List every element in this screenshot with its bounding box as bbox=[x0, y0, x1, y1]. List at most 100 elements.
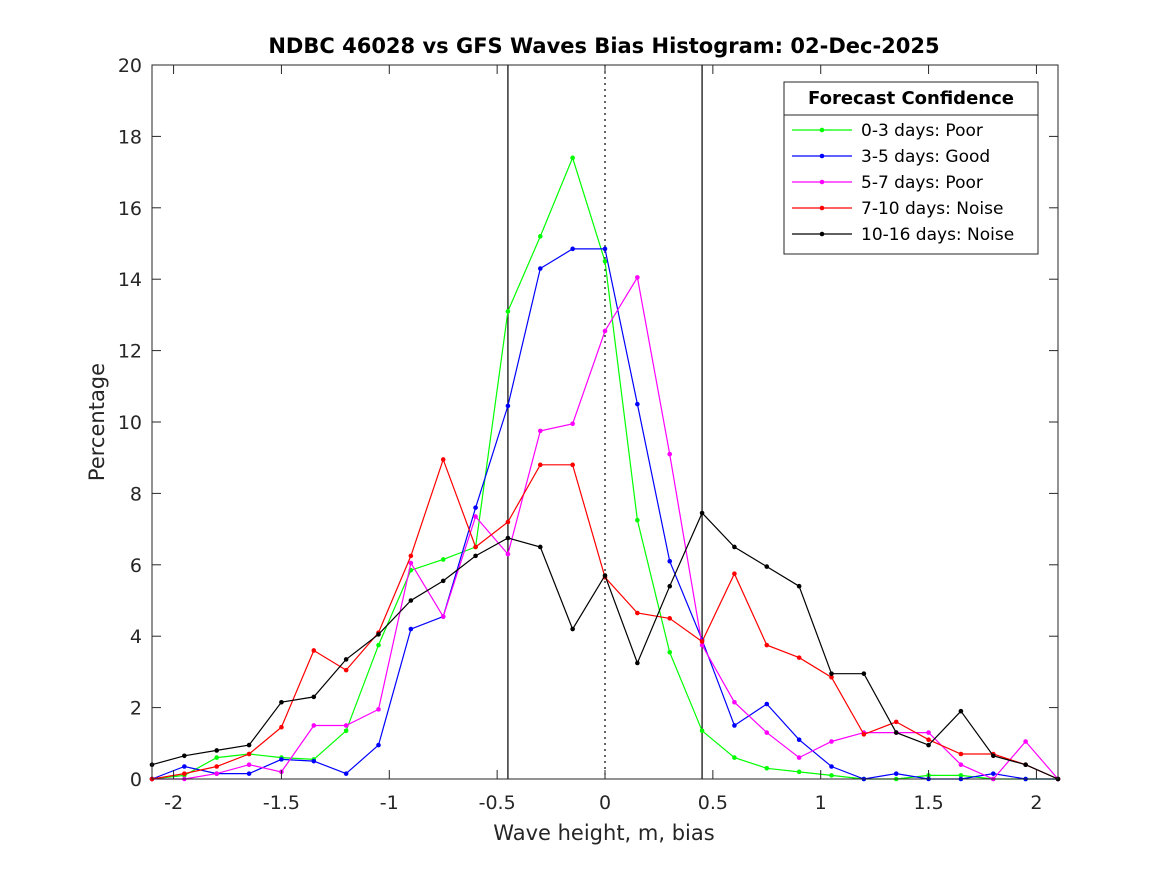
y-axis-label: Percentage bbox=[85, 363, 109, 481]
data-point bbox=[764, 765, 770, 771]
data-point bbox=[473, 505, 478, 510]
legend-marker bbox=[819, 127, 825, 133]
data-point bbox=[893, 719, 899, 725]
data-point bbox=[699, 642, 705, 648]
data-point bbox=[829, 764, 834, 769]
data-point bbox=[440, 614, 446, 619]
data-point bbox=[408, 598, 414, 603]
data-point bbox=[926, 737, 931, 743]
y-tick-label: 10 bbox=[118, 412, 142, 434]
x-axis-label: Wave height, m, bias bbox=[493, 821, 714, 845]
legend-marker bbox=[819, 231, 825, 237]
legend-marker bbox=[819, 179, 825, 185]
legend-entry-label: 0-3 days: Poor bbox=[861, 121, 983, 141]
data-point bbox=[667, 451, 673, 457]
data-point bbox=[796, 583, 802, 589]
data-point bbox=[829, 671, 834, 676]
x-tick-label: 0 bbox=[599, 792, 611, 814]
data-point bbox=[635, 517, 640, 523]
data-point bbox=[408, 560, 414, 566]
data-point bbox=[893, 771, 899, 776]
x-tick-label: -1 bbox=[380, 792, 399, 814]
y-tick-label: 18 bbox=[118, 126, 142, 148]
data-point bbox=[796, 737, 802, 743]
data-point bbox=[537, 428, 543, 434]
data-point bbox=[829, 773, 834, 778]
data-point bbox=[214, 755, 220, 760]
data-point bbox=[343, 667, 349, 673]
data-point bbox=[182, 771, 187, 776]
data-point bbox=[505, 519, 511, 525]
legend-marker bbox=[819, 205, 825, 211]
data-point bbox=[829, 739, 834, 744]
data-point bbox=[926, 730, 931, 735]
data-point bbox=[440, 578, 446, 584]
data-point bbox=[699, 728, 705, 734]
data-point bbox=[440, 557, 446, 562]
data-point bbox=[505, 551, 511, 557]
data-point bbox=[279, 757, 284, 762]
data-point bbox=[311, 648, 317, 653]
data-point bbox=[343, 771, 349, 776]
data-point bbox=[861, 671, 867, 676]
legend-entry-label: 10-16 days: Noise bbox=[861, 225, 1014, 245]
data-point bbox=[570, 421, 575, 427]
reference-lines bbox=[507, 65, 703, 779]
data-point bbox=[311, 723, 317, 728]
legend: Forecast Confidence 0-3 days: Poor 3-5 da… bbox=[783, 81, 1039, 255]
data-point bbox=[990, 753, 996, 759]
data-point bbox=[182, 764, 187, 769]
legend-entry-label: 7-10 days: Noise bbox=[861, 199, 1003, 219]
data-point bbox=[958, 773, 964, 778]
data-point bbox=[732, 699, 737, 705]
data-point bbox=[764, 642, 770, 648]
data-point bbox=[246, 751, 252, 757]
x-tick-label: 2 bbox=[1030, 792, 1042, 814]
chart-title: NDBC 46028 vs GFS Waves Bias Histogram: … bbox=[268, 34, 939, 58]
data-point bbox=[764, 730, 770, 735]
data-point bbox=[376, 632, 381, 637]
plot-frame bbox=[151, 64, 1059, 780]
data-point bbox=[505, 309, 511, 314]
data-point bbox=[214, 748, 220, 753]
data-point bbox=[764, 564, 770, 569]
y-tick-label: 4 bbox=[130, 626, 142, 648]
data-point bbox=[182, 753, 187, 759]
y-tick-label: 20 bbox=[118, 55, 142, 77]
data-point bbox=[279, 699, 284, 705]
data-point bbox=[796, 655, 802, 660]
data-point bbox=[376, 707, 381, 712]
legend-title-box bbox=[783, 81, 1039, 116]
data-point bbox=[343, 728, 349, 734]
data-point bbox=[214, 771, 220, 776]
data-point bbox=[343, 657, 349, 662]
data-point bbox=[570, 462, 575, 468]
data-point bbox=[537, 266, 543, 271]
y-tick-label: 6 bbox=[130, 555, 142, 577]
data-point bbox=[667, 616, 673, 621]
y-tick-label: 16 bbox=[118, 198, 142, 220]
data-point bbox=[408, 553, 414, 559]
data-point bbox=[893, 730, 899, 735]
data-point bbox=[602, 328, 608, 334]
data-point bbox=[732, 571, 737, 577]
series-2 bbox=[149, 275, 1061, 782]
legend-title: Forecast Confidence bbox=[808, 88, 1014, 109]
data-point bbox=[732, 723, 737, 728]
y-tick-label: 2 bbox=[130, 698, 142, 720]
data-point bbox=[926, 742, 931, 748]
data-point bbox=[376, 642, 381, 648]
data-point bbox=[732, 755, 737, 760]
data-point bbox=[602, 259, 608, 264]
data-point bbox=[796, 755, 802, 760]
data-point bbox=[635, 275, 640, 280]
data-point bbox=[376, 742, 381, 748]
data-point bbox=[667, 583, 673, 589]
y-tick-label: 14 bbox=[118, 269, 142, 291]
data-point bbox=[1023, 739, 1028, 744]
data-point bbox=[796, 769, 802, 775]
data-point bbox=[667, 649, 673, 655]
data-point bbox=[635, 660, 640, 666]
